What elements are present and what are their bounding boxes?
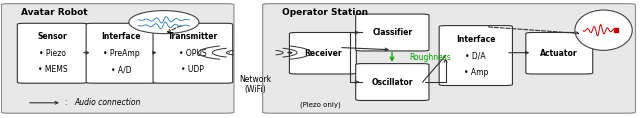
Text: • OPUS: • OPUS [179,49,207,58]
Text: Interface: Interface [101,32,141,41]
FancyBboxPatch shape [1,4,234,113]
FancyBboxPatch shape [289,32,356,74]
Text: Network
(WiFi): Network (WiFi) [239,75,271,94]
Text: • Piezo: • Piezo [39,49,66,58]
Text: • UDP: • UDP [181,65,204,74]
Text: Receiver: Receiver [304,49,342,58]
Ellipse shape [129,11,199,34]
Text: (Piezo only): (Piezo only) [300,102,340,108]
Text: Roughness: Roughness [409,53,451,62]
Text: Interface: Interface [456,35,495,44]
FancyBboxPatch shape [439,26,513,86]
Text: Oscillator: Oscillator [372,78,413,86]
FancyBboxPatch shape [153,23,233,83]
FancyBboxPatch shape [86,23,156,83]
FancyBboxPatch shape [526,32,593,74]
Text: Classifier: Classifier [372,28,412,37]
Text: Sensor: Sensor [38,32,67,41]
Text: • MEMS: • MEMS [38,65,67,74]
Ellipse shape [575,10,632,50]
Text: • A/D: • A/D [111,65,131,74]
FancyBboxPatch shape [356,64,429,101]
Text: Avatar Robot: Avatar Robot [20,8,87,17]
FancyBboxPatch shape [356,14,429,51]
Text: • Amp: • Amp [463,67,488,76]
Text: Audio connection: Audio connection [75,98,141,107]
FancyBboxPatch shape [17,23,88,83]
Text: • PreAmp: • PreAmp [103,49,140,58]
Text: Operator Station: Operator Station [282,8,368,17]
Text: :: : [65,98,70,107]
Text: • D/A: • D/A [465,51,486,60]
FancyBboxPatch shape [262,4,636,113]
Text: Transmitter: Transmitter [168,32,218,41]
Text: Actuator: Actuator [540,49,578,58]
